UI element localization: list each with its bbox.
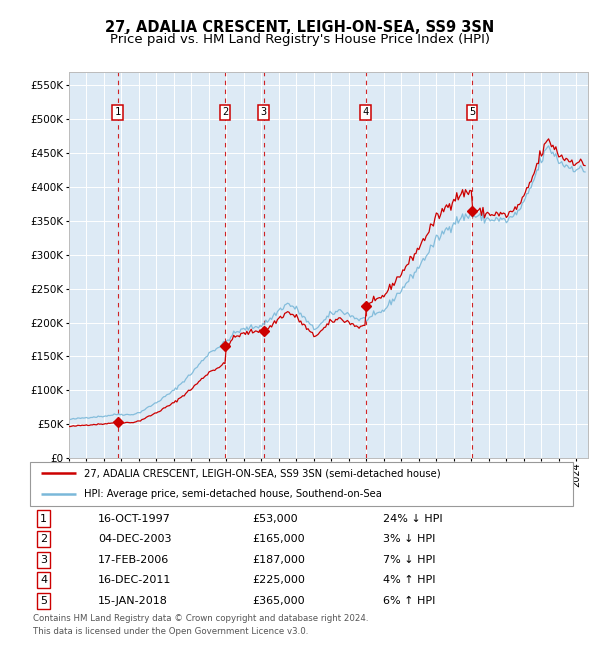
Text: 3% ↓ HPI: 3% ↓ HPI xyxy=(383,534,436,544)
Text: 15-JAN-2018: 15-JAN-2018 xyxy=(98,596,168,606)
Text: £225,000: £225,000 xyxy=(253,575,305,585)
Text: 5: 5 xyxy=(469,107,475,117)
Text: 27, ADALIA CRESCENT, LEIGH-ON-SEA, SS9 3SN (semi-detached house): 27, ADALIA CRESCENT, LEIGH-ON-SEA, SS9 3… xyxy=(85,469,441,478)
Text: £365,000: £365,000 xyxy=(253,596,305,606)
Text: 16-DEC-2011: 16-DEC-2011 xyxy=(98,575,171,585)
Text: This data is licensed under the Open Government Licence v3.0.: This data is licensed under the Open Gov… xyxy=(33,627,308,636)
Text: 4: 4 xyxy=(362,107,369,117)
Text: 3: 3 xyxy=(40,554,47,565)
Text: Contains HM Land Registry data © Crown copyright and database right 2024.: Contains HM Land Registry data © Crown c… xyxy=(33,614,368,623)
Text: 24% ↓ HPI: 24% ↓ HPI xyxy=(383,514,443,523)
Text: 17-FEB-2006: 17-FEB-2006 xyxy=(98,554,169,565)
Text: 1: 1 xyxy=(115,107,121,117)
Text: £53,000: £53,000 xyxy=(253,514,298,523)
Text: 27, ADALIA CRESCENT, LEIGH-ON-SEA, SS9 3SN: 27, ADALIA CRESCENT, LEIGH-ON-SEA, SS9 3… xyxy=(106,20,494,34)
Text: 2: 2 xyxy=(222,107,228,117)
Text: HPI: Average price, semi-detached house, Southend-on-Sea: HPI: Average price, semi-detached house,… xyxy=(85,489,382,499)
Text: 5: 5 xyxy=(40,596,47,606)
Text: 7% ↓ HPI: 7% ↓ HPI xyxy=(383,554,436,565)
Text: 2: 2 xyxy=(40,534,47,544)
Text: £187,000: £187,000 xyxy=(253,554,305,565)
Text: 04-DEC-2003: 04-DEC-2003 xyxy=(98,534,172,544)
Text: 3: 3 xyxy=(260,107,267,117)
Text: £165,000: £165,000 xyxy=(253,534,305,544)
Text: 4% ↑ HPI: 4% ↑ HPI xyxy=(383,575,436,585)
Text: 6% ↑ HPI: 6% ↑ HPI xyxy=(383,596,436,606)
Text: 4: 4 xyxy=(40,575,47,585)
Text: Price paid vs. HM Land Registry's House Price Index (HPI): Price paid vs. HM Land Registry's House … xyxy=(110,32,490,46)
Text: 16-OCT-1997: 16-OCT-1997 xyxy=(98,514,171,523)
Text: 1: 1 xyxy=(40,514,47,523)
FancyBboxPatch shape xyxy=(30,462,573,506)
